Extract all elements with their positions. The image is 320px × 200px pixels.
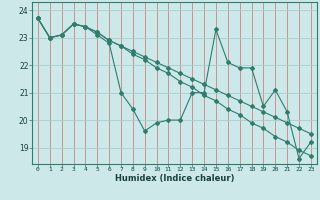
X-axis label: Humidex (Indice chaleur): Humidex (Indice chaleur) <box>115 174 234 183</box>
